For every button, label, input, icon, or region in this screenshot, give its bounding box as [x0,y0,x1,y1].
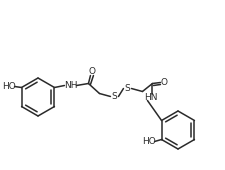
Text: O: O [160,78,167,87]
Text: HO: HO [141,137,155,146]
Text: O: O [89,67,96,76]
Text: S: S [124,84,130,93]
Text: HN: HN [143,93,157,102]
Text: S: S [111,92,117,101]
Text: NH: NH [63,81,77,90]
Text: HO: HO [2,82,15,91]
